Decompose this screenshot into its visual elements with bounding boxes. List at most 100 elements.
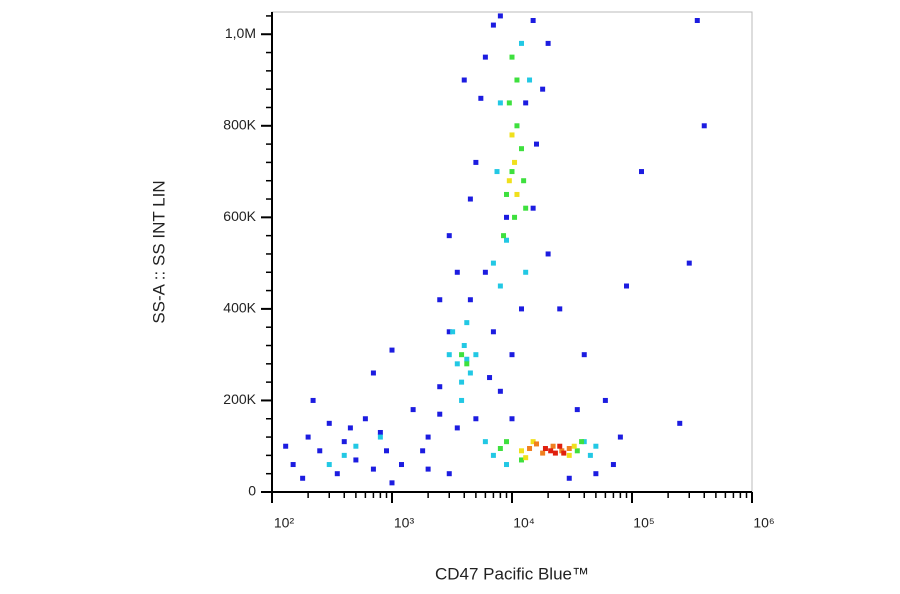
point (545, 40, 551, 46)
point (581, 352, 587, 358)
point (587, 452, 593, 458)
point (490, 22, 496, 28)
point (540, 450, 546, 456)
point (490, 260, 496, 266)
point (389, 347, 395, 353)
x-tick-label: 10⁶ (753, 515, 774, 531)
point (437, 384, 443, 390)
point (686, 260, 692, 266)
point (523, 269, 529, 275)
point (326, 462, 332, 468)
point (490, 329, 496, 335)
point (574, 448, 580, 454)
point (482, 269, 488, 275)
x-tick-label: 10⁴ (513, 515, 535, 531)
point (310, 397, 316, 403)
point (519, 146, 525, 152)
point (473, 416, 479, 422)
point (482, 54, 488, 60)
point (519, 306, 525, 312)
y-tick-label: 400K (223, 300, 256, 316)
point (523, 205, 529, 211)
point (425, 434, 431, 440)
point (677, 420, 683, 426)
point (602, 397, 608, 403)
point (446, 471, 452, 477)
point (353, 443, 359, 449)
point (467, 370, 473, 376)
point (377, 434, 383, 440)
point (459, 379, 465, 385)
point (548, 448, 554, 454)
point (497, 388, 503, 394)
point (557, 306, 563, 312)
point (512, 214, 518, 220)
point (509, 416, 515, 422)
point (497, 446, 503, 452)
point (530, 18, 536, 24)
point (504, 214, 510, 220)
point (464, 361, 470, 367)
point (410, 407, 416, 413)
point (509, 54, 515, 60)
point (454, 425, 460, 431)
point (389, 480, 395, 486)
point (305, 434, 311, 440)
point (506, 100, 512, 106)
point (420, 448, 426, 454)
point (617, 434, 623, 440)
point (377, 429, 383, 435)
point (514, 77, 520, 83)
x-tick-label: 10³ (394, 515, 415, 531)
point (446, 233, 452, 239)
point (509, 132, 515, 138)
point (497, 283, 503, 289)
point (566, 446, 572, 452)
point (533, 141, 539, 147)
y-axis-title: SS-A :: SS INT LIN (149, 180, 168, 323)
point (450, 329, 456, 335)
x-tick-label: 10² (274, 515, 295, 531)
y-tick-label: 1,0M (225, 25, 256, 41)
point (566, 452, 572, 458)
point (317, 448, 323, 454)
point (519, 448, 525, 454)
point (552, 450, 558, 456)
point (446, 352, 452, 358)
point (523, 455, 529, 461)
point (593, 443, 599, 449)
point (482, 439, 488, 445)
y-tick-label: 600K (223, 208, 256, 224)
point (461, 343, 467, 349)
y-tick-label: 0 (248, 483, 256, 499)
point (464, 320, 470, 326)
point (300, 475, 306, 481)
point (504, 439, 510, 445)
point (509, 169, 515, 175)
point (490, 452, 496, 458)
point (326, 420, 332, 426)
point (353, 457, 359, 463)
point (701, 123, 707, 129)
point (290, 462, 296, 468)
y-tick-label: 200K (223, 391, 256, 407)
point (530, 439, 536, 445)
point (694, 18, 700, 24)
point (593, 471, 599, 477)
point (467, 297, 473, 303)
point (478, 95, 484, 101)
point (506, 178, 512, 184)
point (461, 77, 467, 83)
point (437, 411, 443, 417)
point (454, 269, 460, 275)
point (561, 450, 567, 456)
point (446, 329, 452, 335)
point (459, 397, 465, 403)
point (370, 466, 376, 472)
point (283, 443, 289, 449)
point (571, 443, 577, 449)
point (497, 13, 503, 19)
point (579, 439, 585, 445)
